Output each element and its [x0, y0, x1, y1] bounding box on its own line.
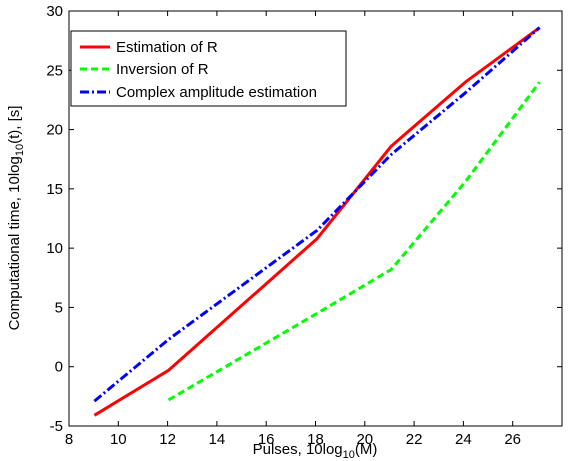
- x-tick-label: 10: [110, 431, 127, 448]
- y-tick-label: 0: [55, 359, 63, 376]
- x-tick-label: 24: [455, 431, 472, 448]
- x-tick-label: 12: [159, 431, 176, 448]
- x-tick-label: 22: [406, 431, 423, 448]
- x-tick-label: 16: [258, 431, 275, 448]
- legend-box: [70, 30, 347, 107]
- legend-label-inversion-of-r: Inversion of R: [116, 61, 209, 78]
- x-axis-label-subscript: 10: [343, 449, 355, 461]
- y-axis-label: Computational time, 10log10(t), [s]: [6, 106, 26, 331]
- series-line-inversion-of-r: [167, 81, 541, 402]
- series-line-estimation-of-r: [93, 26, 541, 417]
- y-tick-label: 25: [46, 62, 63, 79]
- series-layer: [93, 26, 541, 417]
- x-axis-label-tail: (M): [355, 441, 378, 458]
- x-tick-label: 20: [356, 431, 373, 448]
- x-tick-label: 26: [504, 431, 521, 448]
- x-tick-label: 18: [307, 431, 324, 448]
- legend: Estimation of R Inversion of R Complex a…: [70, 30, 347, 107]
- y-tick-label: 5: [55, 299, 63, 316]
- x-axis-label-main: Pulses, 10log: [253, 441, 343, 458]
- series-line-complex-amplitude-estimation: [93, 26, 541, 403]
- y-axis-label-subscript: 10: [14, 144, 26, 156]
- y-tick-label: 30: [46, 3, 63, 20]
- y-axis-label-main: Computational time, 10log: [6, 156, 23, 330]
- x-tick-label: 8: [65, 431, 73, 448]
- y-tick-label: 10: [46, 240, 63, 257]
- legend-label-estimation-of-r: Estimation of R: [116, 39, 218, 56]
- x-axis-label: Pulses, 10log10(M): [253, 441, 378, 461]
- x-tick-label: 14: [209, 431, 226, 448]
- legend-label-complex-amplitude-estimation: Complex amplitude estimation: [116, 84, 317, 101]
- y-tick-label: -5: [50, 418, 63, 435]
- y-tick-label: 20: [46, 122, 63, 139]
- y-tick-label: 15: [46, 181, 63, 198]
- y-axis-label-tail: (t), [s]: [6, 106, 23, 144]
- tick-layer: 8 10 12 14 16 18 20 22 24 26 -5 0 5 10 15 20 25 30: [46, 3, 562, 448]
